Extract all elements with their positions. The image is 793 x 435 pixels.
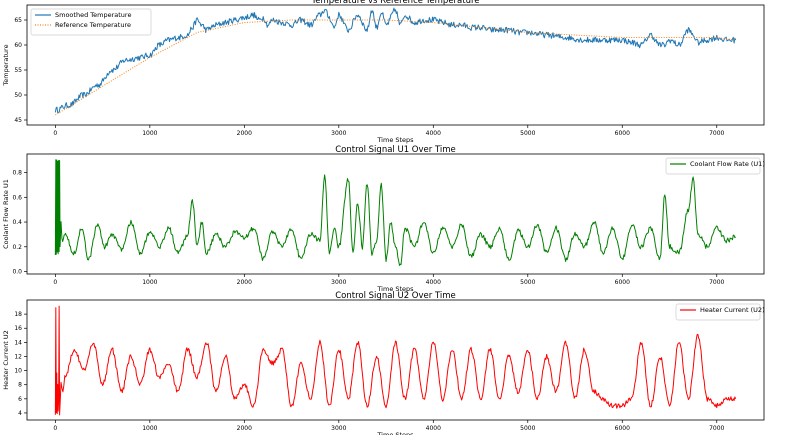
y-axis-label: Heater Current U2 — [2, 330, 10, 390]
x-tick-label: 5000 — [520, 425, 535, 432]
legend: Coolant Flow Rate (U1) — [665, 157, 765, 175]
x-tick-label: 2000 — [237, 130, 252, 137]
x-tick-label: 1000 — [142, 425, 157, 432]
x-tick-label: 7000 — [709, 130, 724, 137]
legend: Smoothed Temperature Reference Temperatur… — [30, 8, 152, 36]
x-axis-label: Time Steps — [376, 285, 414, 293]
chart-title: Control Signal U1 Over Time — [335, 145, 456, 155]
y-tick-label: 50 — [14, 92, 22, 99]
y-tick-label: 0.2 — [12, 244, 22, 251]
y-tick-label: 18 — [14, 311, 22, 318]
x-tick-label: 7000 — [709, 279, 724, 286]
y-tick-label: 8 — [18, 382, 22, 389]
x-tick-label: 6000 — [615, 425, 630, 432]
x-tick-label: 6000 — [615, 130, 630, 137]
y-tick-label: 65 — [14, 17, 22, 24]
series-line-1 — [54, 159, 736, 266]
x-tick-label: 0 — [53, 130, 57, 137]
legend-box — [675, 303, 761, 321]
plot-area-frame — [26, 4, 765, 126]
legend-label: Coolant Flow Rate (U1) — [690, 160, 765, 168]
x-axis-label: Time Steps — [376, 136, 414, 144]
x-tick-label: 3000 — [331, 130, 346, 137]
subplot-2: Control Signal U1 Over Time 0 1000 2000 3000… — [2, 145, 765, 293]
y-tick-label: 14 — [14, 339, 22, 346]
series-line-1 — [54, 305, 737, 416]
x-tick-label: 5000 — [520, 130, 535, 137]
x-axis-label: Time Steps — [376, 431, 414, 435]
series-line-1 — [54, 7, 737, 113]
y-tick-label: 60 — [14, 42, 22, 49]
y-axis-label: Temperature — [2, 44, 10, 86]
x-tick-label: 3000 — [331, 279, 346, 286]
subplot-1: Temperature vs Reference Temperature 0 100… — [2, 0, 765, 144]
subplot-3: Control Signal U2 Over Time 0 1000 2000 3000… — [2, 291, 765, 435]
legend-label: Reference Temperature — [55, 21, 131, 29]
legend-box — [30, 8, 152, 36]
y-tick-label: 16 — [14, 325, 22, 332]
x-tick-label: 0 — [53, 279, 57, 286]
x-tick-label: 0 — [53, 425, 57, 432]
chart-title: Temperature vs Reference Temperature — [310, 0, 479, 6]
x-tick-label: 2000 — [237, 425, 252, 432]
y-axis-label: Coolant Flow Rate U1 — [2, 179, 10, 249]
x-tick-label: 4000 — [426, 130, 441, 137]
legend-box — [665, 157, 761, 175]
y-tick-label: 45 — [14, 117, 22, 124]
y-tick-label: 12 — [14, 353, 22, 360]
x-tick-label: 1000 — [142, 279, 157, 286]
plot-area-frame — [26, 153, 765, 275]
x-tick-label: 2000 — [237, 279, 252, 286]
plot-area-frame — [26, 299, 765, 421]
legend: Heater Current (U2) — [675, 303, 765, 321]
legend-label: Heater Current (U2) — [700, 306, 765, 314]
series-line-2 — [55, 19, 736, 116]
chart-title: Control Signal U2 Over Time — [335, 291, 456, 301]
x-tick-label: 4000 — [426, 425, 441, 432]
y-tick-label: 0.0 — [12, 269, 22, 276]
y-tick-label: 0.4 — [12, 219, 22, 226]
x-tick-label: 3000 — [331, 425, 346, 432]
x-tick-label: 1000 — [142, 130, 157, 137]
x-tick-label: 6000 — [615, 279, 630, 286]
y-tick-label: 0.8 — [12, 170, 22, 177]
x-tick-label: 5000 — [520, 279, 535, 286]
y-tick-label: 4 — [18, 410, 22, 417]
y-tick-label: 0.6 — [12, 194, 22, 201]
x-tick-label: 7000 — [709, 425, 724, 432]
y-tick-label: 55 — [14, 67, 22, 74]
y-tick-label: 10 — [14, 368, 22, 375]
x-tick-label: 4000 — [426, 279, 441, 286]
legend-label: Smoothed Temperature — [55, 11, 131, 19]
y-tick-label: 6 — [18, 396, 22, 403]
